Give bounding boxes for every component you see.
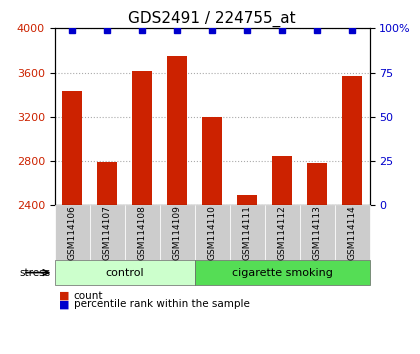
Bar xyxy=(273,155,292,205)
Bar xyxy=(168,56,187,205)
Bar xyxy=(63,91,82,205)
Text: GSM114111: GSM114111 xyxy=(243,205,252,260)
Text: GSM114106: GSM114106 xyxy=(68,205,76,260)
Bar xyxy=(307,163,327,205)
Bar xyxy=(342,76,362,205)
Bar xyxy=(132,72,152,205)
Text: control: control xyxy=(105,268,144,278)
Text: GSM114113: GSM114113 xyxy=(312,205,322,260)
Text: ■: ■ xyxy=(59,291,69,301)
Bar xyxy=(97,162,117,205)
Text: GSM114110: GSM114110 xyxy=(207,205,217,260)
Text: count: count xyxy=(74,291,103,301)
Bar xyxy=(237,195,257,205)
Text: GSM114109: GSM114109 xyxy=(173,205,181,260)
Text: GSM114107: GSM114107 xyxy=(102,205,112,260)
Text: percentile rank within the sample: percentile rank within the sample xyxy=(74,299,249,309)
Text: stress: stress xyxy=(19,268,50,278)
Text: cigarette smoking: cigarette smoking xyxy=(232,268,333,278)
Text: GSM114114: GSM114114 xyxy=(348,205,357,260)
Text: GSM114108: GSM114108 xyxy=(138,205,147,260)
Bar xyxy=(202,117,222,205)
Title: GDS2491 / 224755_at: GDS2491 / 224755_at xyxy=(128,11,296,27)
Text: ■: ■ xyxy=(59,299,69,309)
Text: GSM114112: GSM114112 xyxy=(278,205,286,260)
